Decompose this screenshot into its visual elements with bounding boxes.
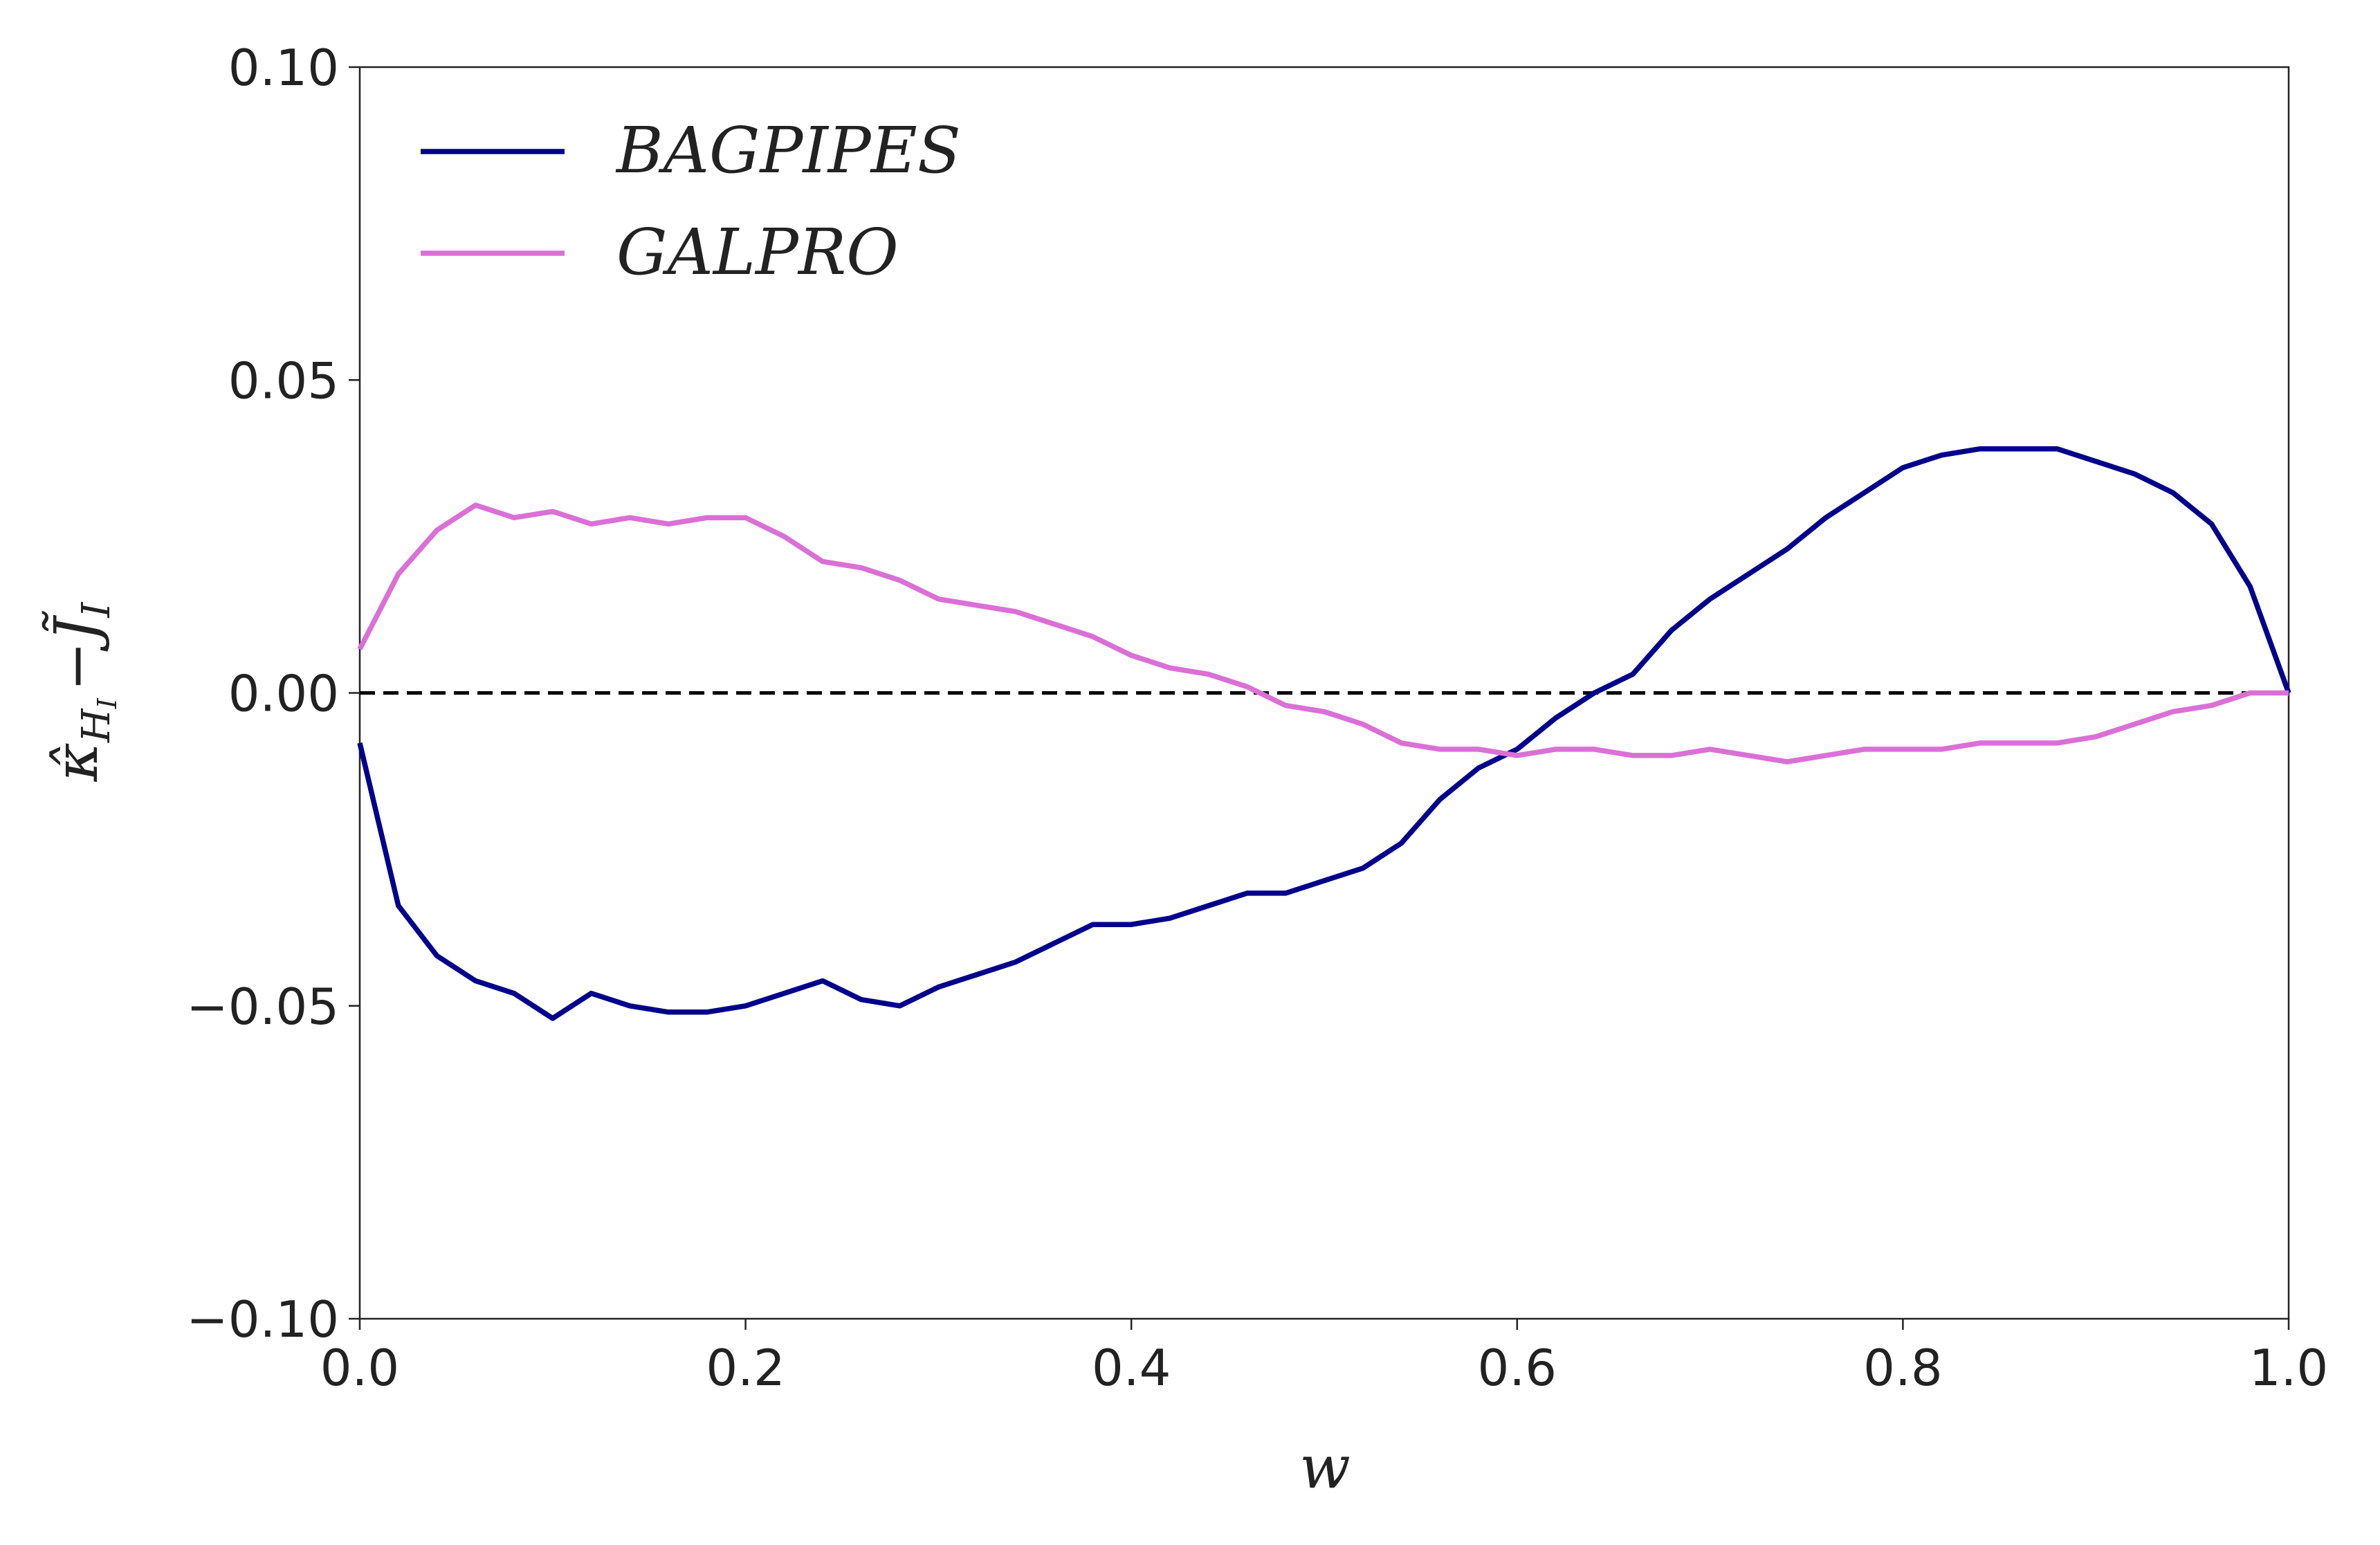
x-tick-label: 0.0 xyxy=(320,1339,400,1397)
x-tick-label: 1.0 xyxy=(2249,1339,2329,1397)
x-tick-label: 0.8 xyxy=(1863,1339,1943,1397)
y-tick-label: 0.10 xyxy=(228,39,339,97)
y-tick-label: 0.05 xyxy=(228,351,339,410)
y-label-part: I xyxy=(74,601,119,619)
y-tick-label: 0.00 xyxy=(228,665,339,723)
legend-label: GALPRO xyxy=(616,215,899,289)
legend-label: BAGPIPES xyxy=(615,113,961,188)
y-tick-label: −0.05 xyxy=(186,978,339,1036)
y-label-part: − xyxy=(42,641,111,691)
x-tick-label: 0.6 xyxy=(1478,1339,1557,1397)
y-label-part: κ̂ xyxy=(42,742,111,782)
y-label-part: H xyxy=(74,708,119,743)
data-line xyxy=(357,446,2291,1021)
x-tick-label: 0.2 xyxy=(706,1339,785,1397)
x-tick-label: 0.4 xyxy=(1092,1339,1171,1397)
y-label-part: I xyxy=(92,697,122,709)
y-axis-label: κ̂HI−J̃I xyxy=(42,601,122,783)
data-line xyxy=(357,502,2289,765)
y-tick-label: −0.10 xyxy=(186,1290,339,1349)
x-axis-label: w xyxy=(1299,1433,1351,1502)
